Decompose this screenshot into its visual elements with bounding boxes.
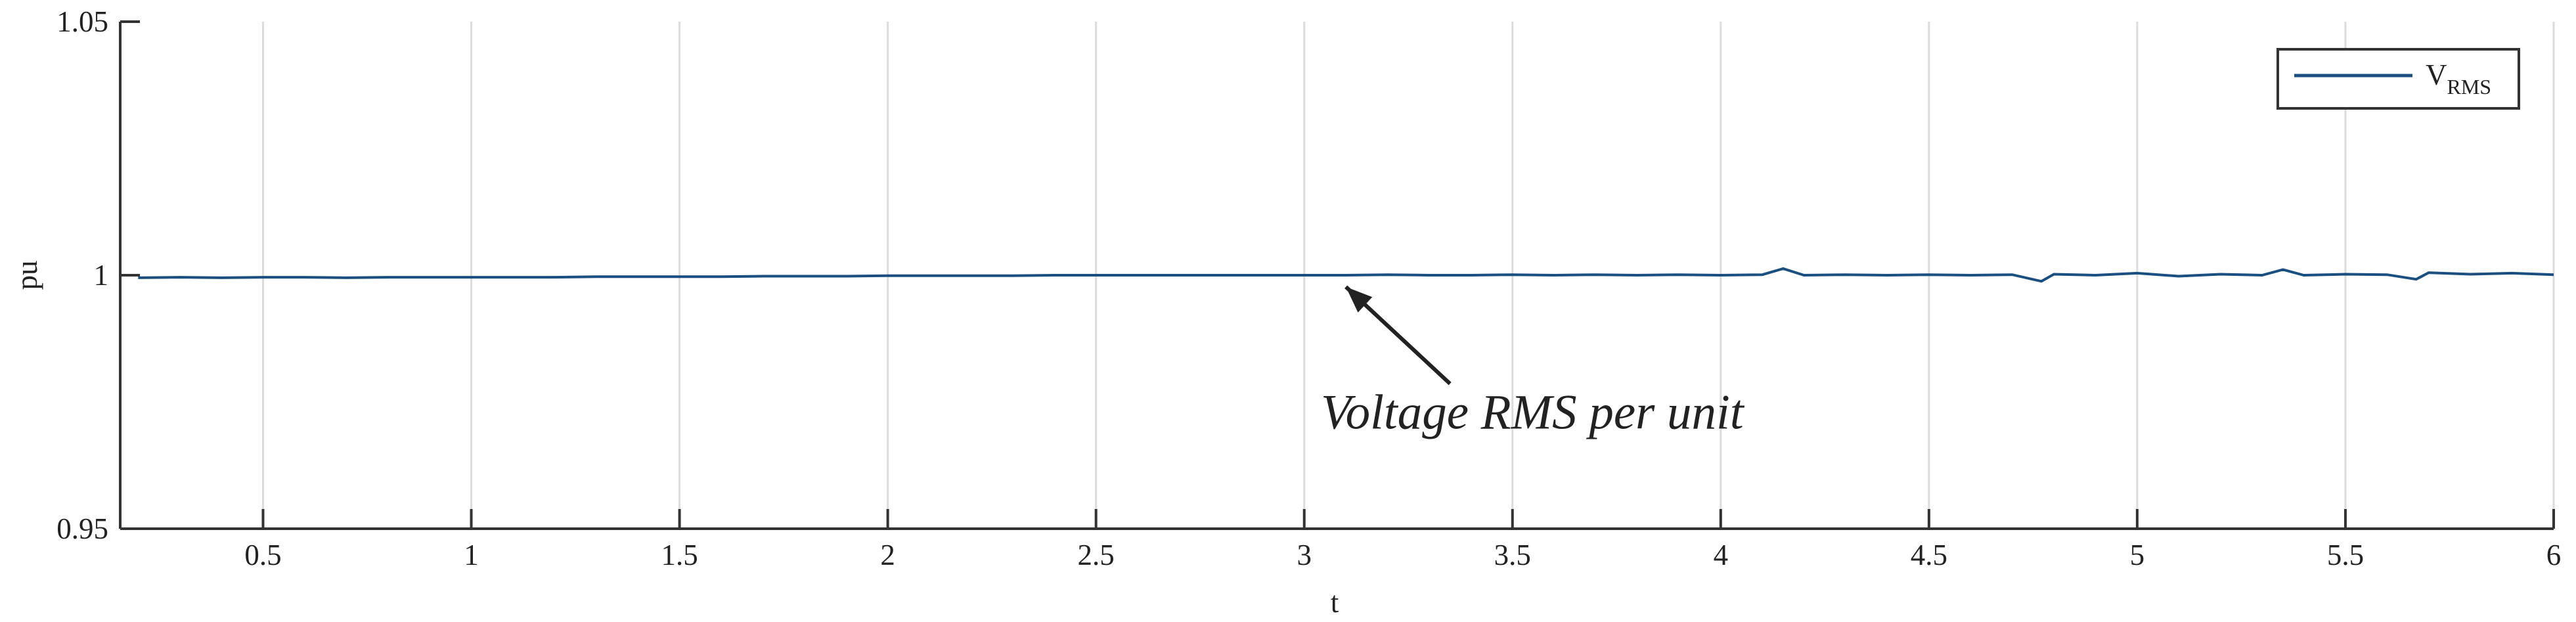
y-tick-label: 1 — [94, 259, 109, 292]
x-tick-label: 5.5 — [2327, 539, 2364, 571]
y-tick-label: 1.05 — [56, 5, 108, 38]
x-tick-label: 1.5 — [661, 539, 698, 571]
y-axis-label: pu — [11, 261, 43, 290]
x-tick-label: 6 — [2546, 539, 2562, 571]
legend-label-sub: RMS — [2447, 75, 2492, 99]
x-tick-label: 2 — [880, 539, 895, 571]
legend-box — [2276, 48, 2520, 110]
y-tick-label: 0.95 — [56, 512, 108, 545]
annotation-text: Voltage RMS per unit — [1321, 385, 1745, 439]
x-tick-label: 2.5 — [1078, 539, 1115, 571]
x-tick-label: 5 — [2130, 539, 2145, 571]
x-tick-label: 4 — [1714, 539, 1729, 571]
x-tick-label: 0.5 — [244, 539, 281, 571]
annotation-arrowhead — [1346, 286, 1373, 313]
legend-label-main: V — [2426, 58, 2447, 91]
x-axis-label: t — [1331, 586, 1339, 619]
x-tick-label: 4.5 — [1911, 539, 1947, 571]
x-tick-label: 3 — [1297, 539, 1312, 571]
data-line — [138, 267, 2554, 283]
legend-label: VRMS — [2426, 58, 2491, 99]
x-tick-label: 3.5 — [1494, 539, 1531, 571]
x-tick-label: 1 — [464, 539, 479, 571]
